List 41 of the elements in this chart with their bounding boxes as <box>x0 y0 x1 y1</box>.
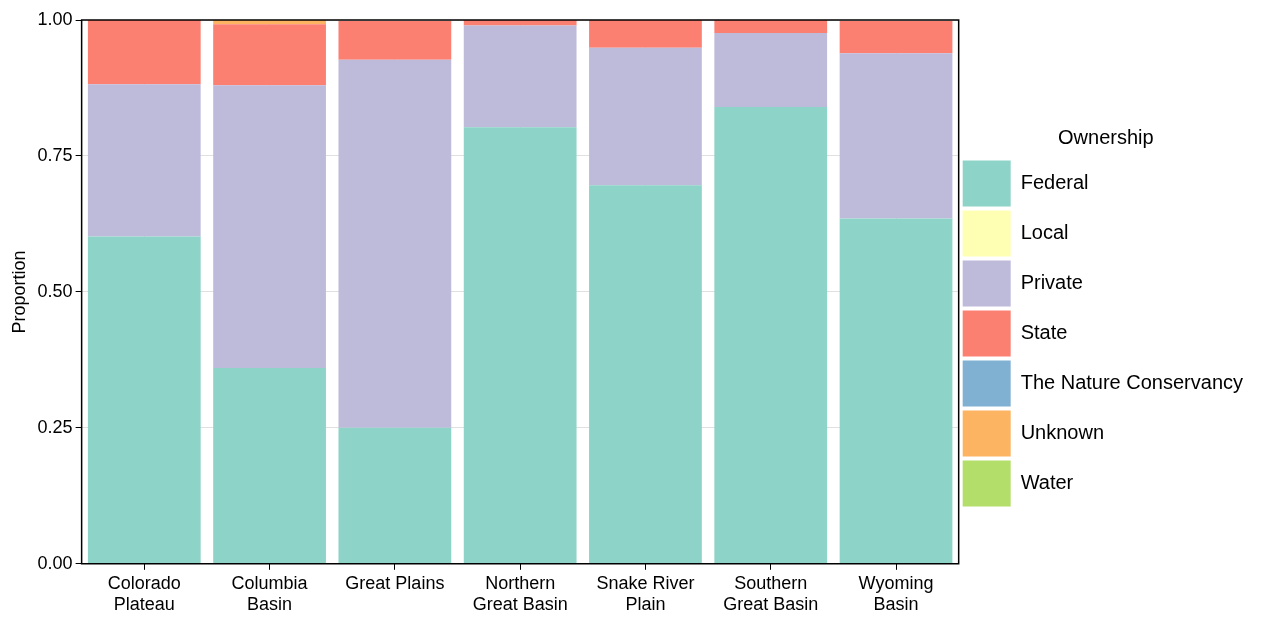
bar <box>87 20 201 85</box>
x-tick-label: Great Plains <box>345 572 445 593</box>
bar <box>714 107 828 564</box>
bar <box>213 24 326 86</box>
x-tick-label: Columbia Basin <box>231 572 309 615</box>
bar <box>338 427 452 564</box>
legend-label: Private <box>1020 271 1083 294</box>
y-tick-label: 0.00 <box>37 552 73 573</box>
legend-label: The Nature Conservancy <box>1020 371 1243 394</box>
bar <box>338 21 452 60</box>
bar <box>463 127 577 564</box>
legend-label: State <box>1020 321 1068 344</box>
x-tick-label: Southern Great Basin <box>723 572 819 615</box>
y-tick-label: 1.00 <box>37 8 73 29</box>
bar <box>589 185 702 564</box>
bar <box>87 236 201 564</box>
bar <box>589 47 702 186</box>
bar <box>839 21 953 54</box>
legend-label: Water <box>1020 471 1074 494</box>
x-tick-label: Wyoming Basin <box>858 572 934 615</box>
y-tick-label: 0.75 <box>37 144 73 165</box>
bar <box>714 20 828 34</box>
x-tick-label: Colorado Plateau <box>107 572 181 615</box>
bar <box>463 25 577 128</box>
bar <box>338 59 452 428</box>
bar <box>213 368 326 564</box>
bar <box>589 20 702 48</box>
y-tick-label: 0.50 <box>37 280 73 301</box>
bar <box>714 33 828 108</box>
bar <box>87 84 201 237</box>
x-tick-label: Northern Great Basin <box>472 572 568 615</box>
x-tick-label: Snake River Plain <box>596 572 695 615</box>
y-axis-title: Proportion <box>8 250 29 334</box>
bar <box>213 85 326 369</box>
bar <box>839 218 953 564</box>
y-tick-label: 0.25 <box>37 416 73 437</box>
legend-label: Unknown <box>1020 421 1105 444</box>
legend-title: Ownership <box>1058 126 1154 149</box>
legend-label: Federal <box>1020 171 1089 194</box>
bar <box>839 53 953 219</box>
legend-label: Local <box>1020 221 1069 244</box>
